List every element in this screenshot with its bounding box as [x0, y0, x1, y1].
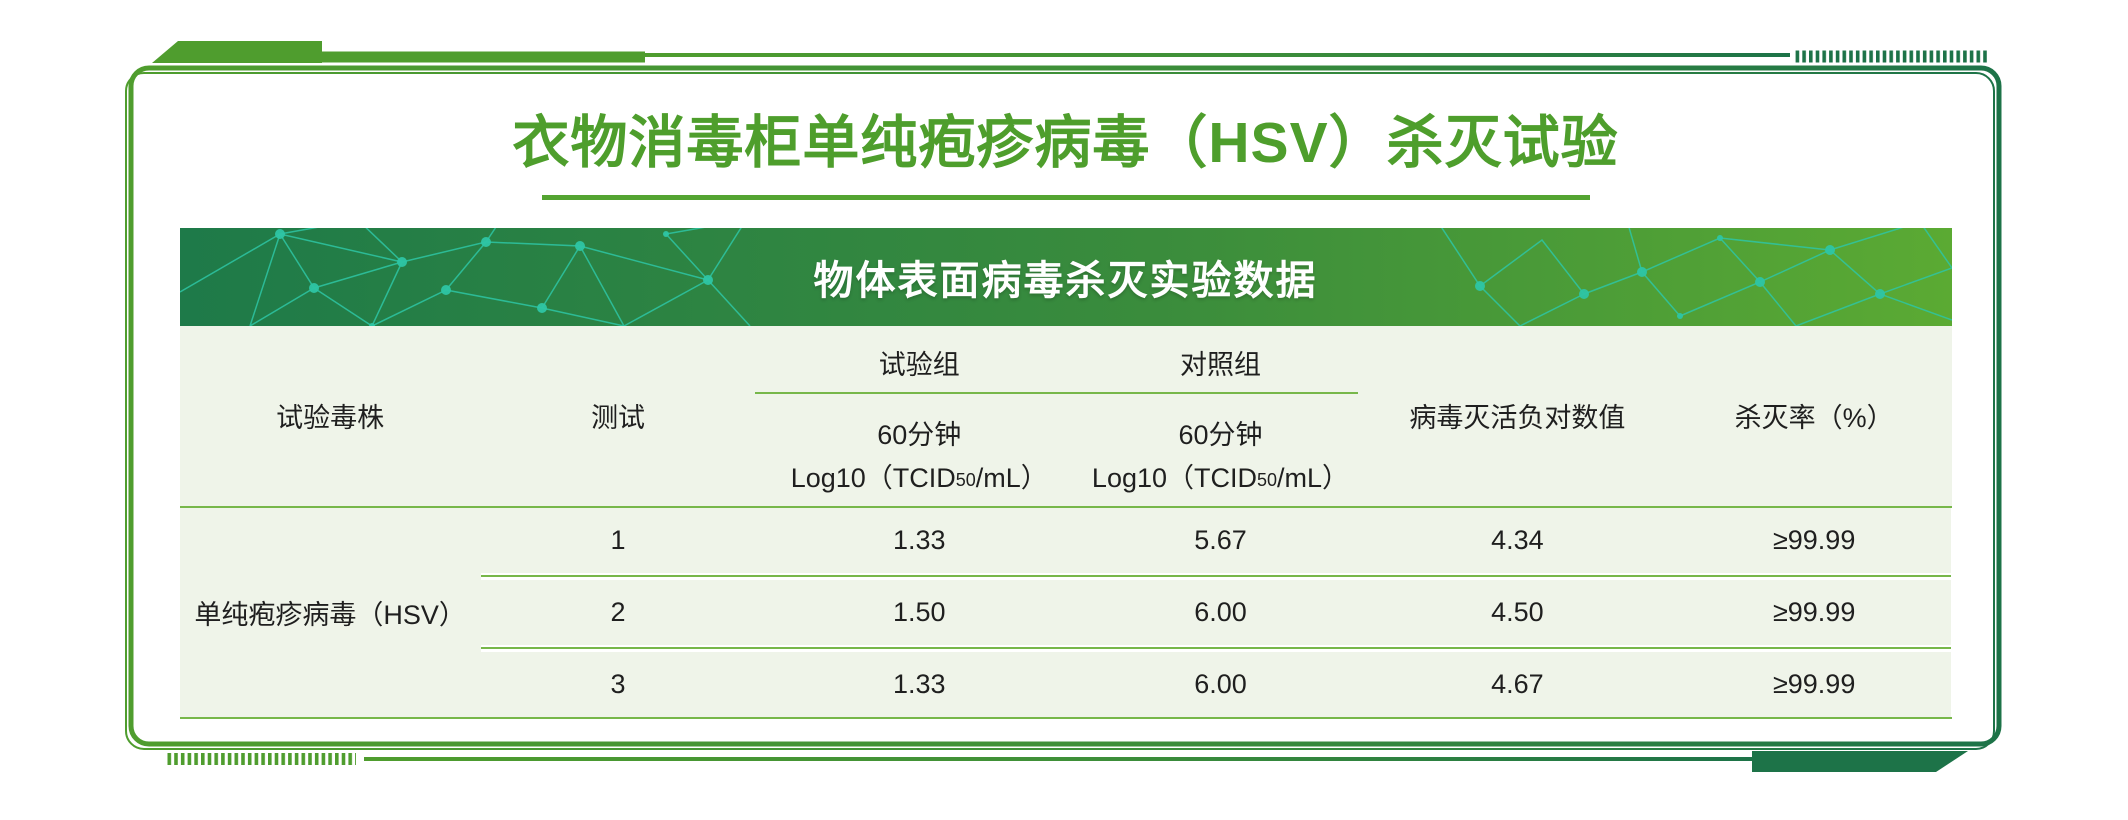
cell-test: 3: [610, 668, 626, 699]
cell-neg-log: 4.67: [1491, 668, 1544, 699]
strain-cell: 单纯疱疹病毒（HSV）: [179, 507, 481, 717]
log-suffix: /mL）: [975, 463, 1048, 494]
data-table: 物体表面病毒杀灭实验数据 试验毒株 测试 试验组 对照组 60分钟 Log10（…: [179, 227, 1952, 719]
cell-test-group: 1.50: [893, 596, 946, 627]
cell-kill-rate: ≥99.99: [1772, 668, 1856, 699]
title-underline: [541, 194, 1590, 200]
test-group-subheader: 60分钟 Log10（TCID 50/mL）: [755, 412, 1083, 498]
header-strain: 试验毒株: [276, 403, 385, 434]
cell-test-group: 1.33: [893, 524, 946, 555]
top-line: [640, 53, 1790, 57]
header-kill-rate: 杀灭率（%）: [1734, 403, 1894, 434]
network-pattern-icon: [179, 227, 1952, 326]
cell-kill-rate: ≥99.99: [1772, 596, 1856, 627]
header-divider: [179, 505, 1952, 508]
log-prefix: Log10（TCID: [790, 463, 956, 494]
log-prefix: Log10（TCID: [1091, 463, 1257, 494]
header-test-group: 试验组: [878, 350, 960, 381]
top-left-tab: [152, 41, 322, 63]
top-right-ticks: [1794, 50, 1987, 63]
bottom-line: [364, 757, 1752, 761]
table-bottom-border: [179, 716, 1952, 719]
table-header: 试验毒株 测试 试验组 对照组 60分钟 Log10（TCID 50/mL）: [179, 325, 1952, 506]
cell-neg-log: 4.50: [1491, 596, 1544, 627]
log-subscript: 50: [1257, 469, 1278, 490]
cell-test: 1: [610, 524, 626, 555]
control-group-duration: 60分钟: [1178, 420, 1263, 451]
log-subscript: 50: [955, 469, 976, 490]
cell-kill-rate: ≥99.99: [1772, 524, 1856, 555]
header-test: 测试: [591, 403, 646, 434]
group-underline: [755, 391, 1358, 394]
header-neg-log: 病毒灭活负对数值: [1409, 403, 1626, 434]
test-group-unit: Log10（TCID 50/mL）: [791, 454, 1048, 498]
page-title: 衣物消毒柜单纯疱疹病毒（HSV）杀灭试验: [512, 111, 1619, 175]
table-row: 1 1.33 5.67 4.34 ≥99.99: [480, 507, 1952, 573]
cell-test: 2: [610, 596, 626, 627]
row-divider: [480, 644, 1952, 652]
table-banner: 物体表面病毒杀灭实验数据: [179, 227, 1952, 326]
top-bar: [321, 51, 645, 63]
table-row: 2 1.50 6.00 4.50 ≥99.99: [480, 579, 1952, 645]
test-group-duration: 60分钟: [877, 420, 962, 451]
control-group-unit: Log10（TCID 50/mL）: [1092, 454, 1349, 498]
cell-control-group: 6.00: [1194, 596, 1247, 627]
control-group-subheader: 60分钟 Log10（TCID 50/mL）: [1083, 412, 1358, 498]
table-body: 单纯疱疹病毒（HSV） 1 1.33 5.67 4.34 ≥99.99 2 1.…: [179, 507, 1952, 717]
bottom-left-ticks: [166, 753, 356, 765]
row-divider: [480, 572, 1952, 580]
header-control-group: 对照组: [1179, 350, 1261, 381]
table-rows: 1 1.33 5.67 4.34 ≥99.99 2 1.50 6.00 4.50…: [480, 507, 1952, 717]
cell-neg-log: 4.34: [1491, 524, 1544, 555]
banner-title: 物体表面病毒杀灭实验数据: [813, 258, 1318, 303]
table-row: 3 1.33 6.00 4.67 ≥99.99: [480, 651, 1952, 717]
log-suffix: /mL）: [1277, 463, 1350, 494]
cell-control-group: 5.67: [1194, 524, 1247, 555]
cell-control-group: 6.00: [1194, 668, 1247, 699]
bottom-right-tab: [1752, 751, 1968, 772]
card-content: 衣物消毒柜单纯疱疹病毒（HSV）杀灭试验: [131, 66, 2000, 746]
header-group-block: 试验组 对照组 60分钟 Log10（TCID 50/mL） 60分钟 Log10…: [755, 326, 1358, 506]
cell-test-group: 1.33: [893, 668, 946, 699]
